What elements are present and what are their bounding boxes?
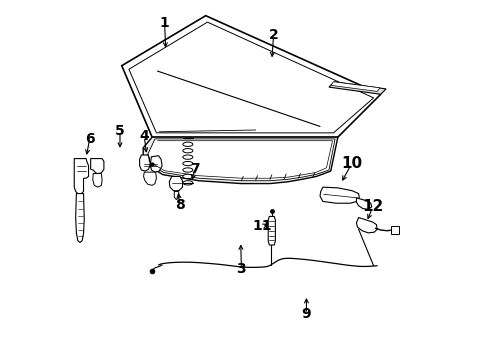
Ellipse shape <box>183 168 193 172</box>
Polygon shape <box>356 217 377 233</box>
Polygon shape <box>331 82 380 91</box>
Polygon shape <box>320 187 359 203</box>
Text: 11: 11 <box>252 220 272 233</box>
Text: 8: 8 <box>175 198 185 212</box>
Polygon shape <box>143 137 338 184</box>
Text: 5: 5 <box>115 124 125 138</box>
Bar <box>392 226 399 234</box>
Polygon shape <box>268 216 275 245</box>
Text: 7: 7 <box>190 162 200 176</box>
Text: 10: 10 <box>341 157 362 171</box>
Ellipse shape <box>183 161 193 166</box>
Polygon shape <box>144 172 156 185</box>
Ellipse shape <box>183 181 193 185</box>
Polygon shape <box>147 139 335 181</box>
Text: 4: 4 <box>139 129 149 143</box>
Text: 6: 6 <box>85 132 95 146</box>
Polygon shape <box>169 176 182 191</box>
Polygon shape <box>91 158 104 174</box>
Polygon shape <box>129 22 373 133</box>
Polygon shape <box>140 155 150 171</box>
Polygon shape <box>329 82 386 94</box>
Text: 12: 12 <box>362 199 384 214</box>
Polygon shape <box>174 192 179 200</box>
Text: 3: 3 <box>237 262 246 276</box>
Polygon shape <box>356 198 372 209</box>
Polygon shape <box>75 194 84 243</box>
Text: 1: 1 <box>160 16 170 30</box>
Text: 2: 2 <box>269 28 278 42</box>
Ellipse shape <box>183 142 193 147</box>
Ellipse shape <box>183 155 193 159</box>
Text: 9: 9 <box>302 307 311 321</box>
Polygon shape <box>93 174 102 187</box>
Polygon shape <box>122 16 381 137</box>
Ellipse shape <box>183 174 193 179</box>
Polygon shape <box>150 156 162 172</box>
Polygon shape <box>74 158 89 194</box>
Ellipse shape <box>183 149 193 153</box>
